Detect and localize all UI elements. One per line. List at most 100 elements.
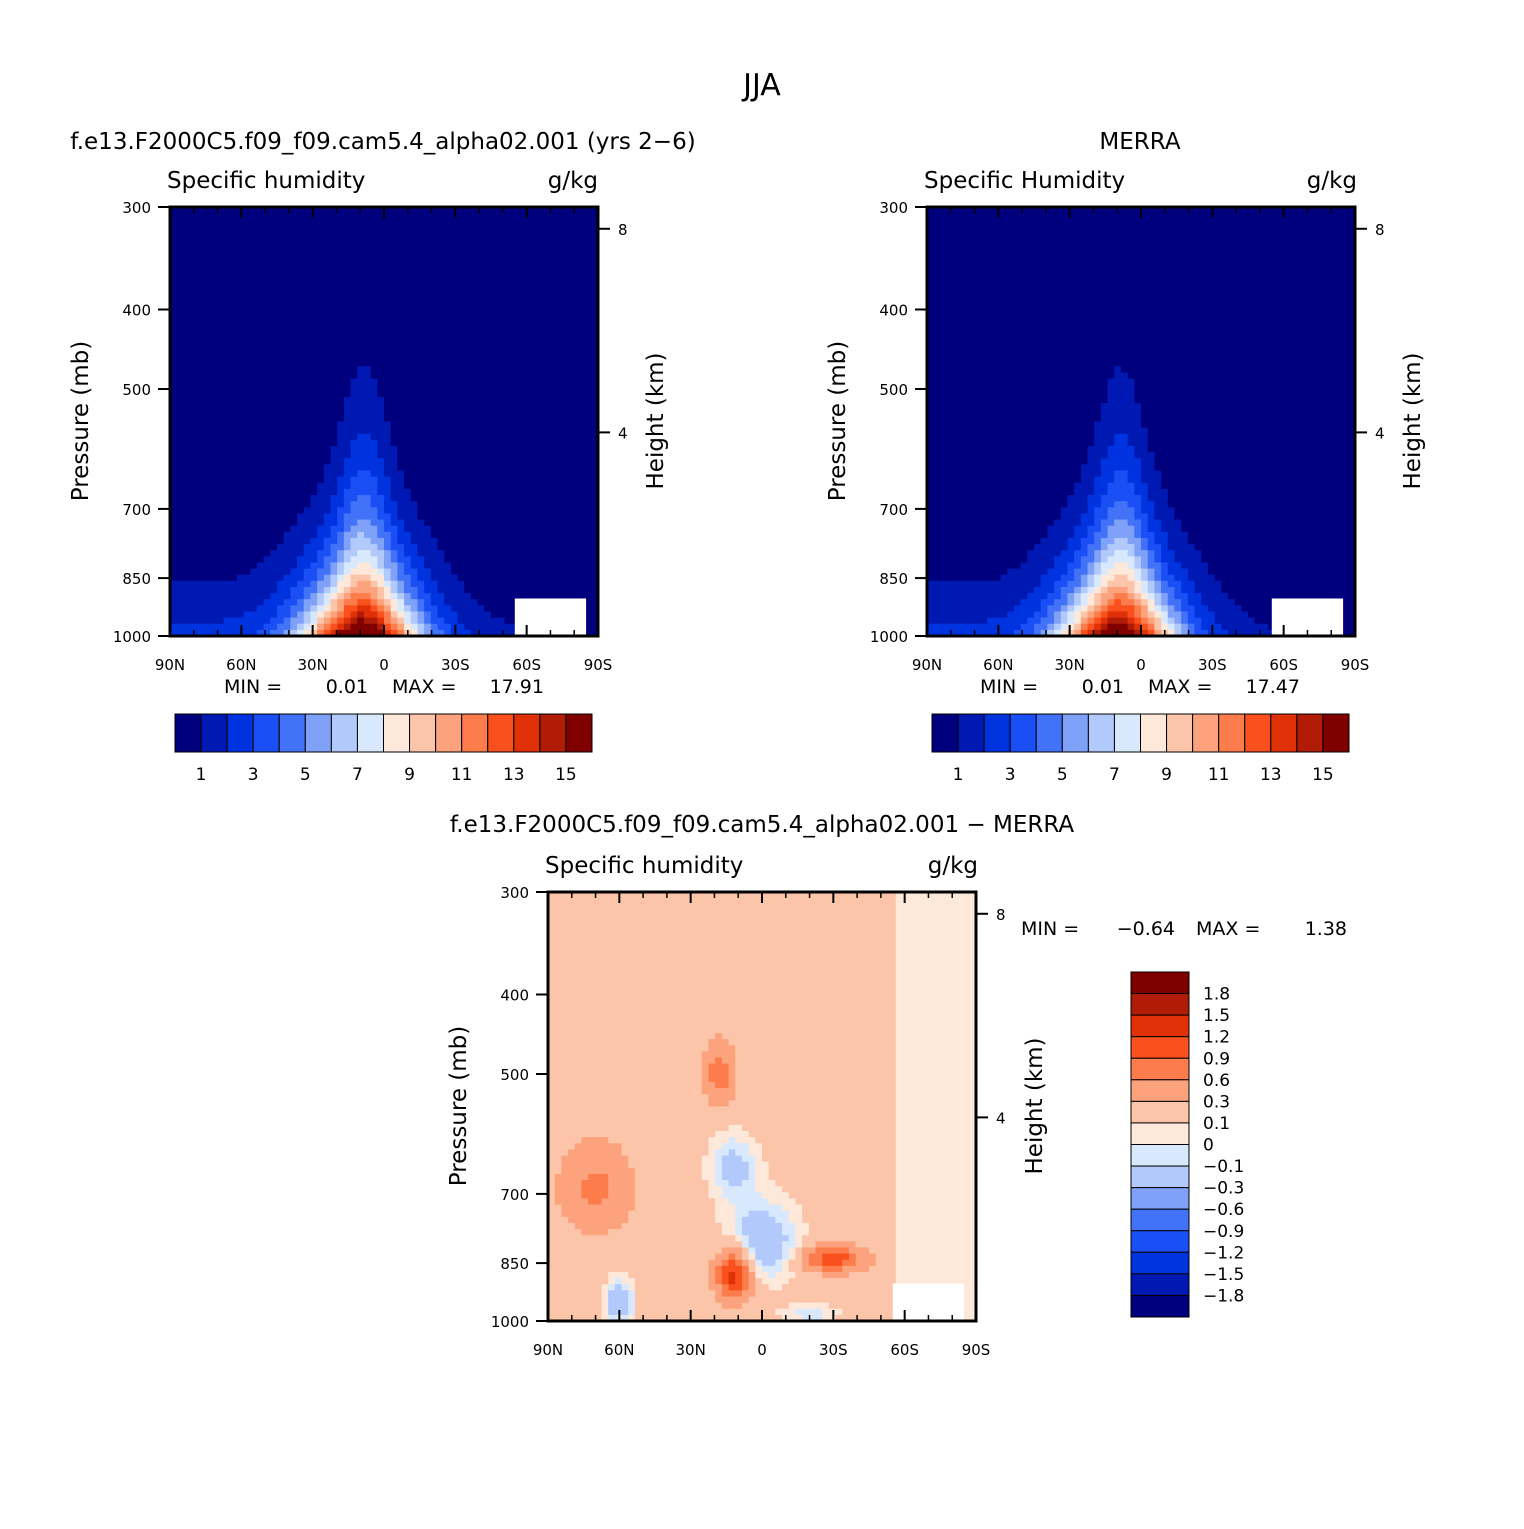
field-cell [424,605,431,612]
field-cell [177,409,184,416]
field-cell [571,311,578,318]
field-cell [538,409,545,416]
field-cell [471,446,478,453]
field-cell [397,293,404,300]
field-cell [484,593,491,600]
field-cell [357,587,364,594]
field-cell [277,385,284,392]
field-cell [571,274,578,281]
field-cell [458,526,465,533]
field-cell [183,293,190,300]
field-cell [371,587,378,594]
field-cell [491,489,498,496]
field-cell [210,428,217,435]
field-cell [257,446,264,453]
field-cell [578,244,585,251]
field-cell [290,593,297,600]
field-cell [297,422,304,429]
field-cell [391,562,398,569]
field-cell [237,599,244,606]
field-cell [310,415,317,422]
field-cell [524,219,531,226]
field-cell [371,562,378,569]
field-cell [290,587,297,594]
field-cell [290,299,297,306]
field-cell [230,391,237,398]
field-cell [411,526,418,533]
field-cell [257,599,264,606]
field-cell [177,550,184,557]
field-cell [511,532,518,539]
field-cell [1001,232,1008,239]
field-cell [565,446,572,453]
field-cell [504,593,511,600]
field-cell [284,299,291,306]
field-cell [210,618,217,625]
field-cell [558,550,565,557]
field-cell [250,458,257,465]
field-cell [585,281,592,288]
field-cell [384,385,391,392]
field-cell [491,422,498,429]
field-cell [444,366,451,373]
field-cell [571,532,578,539]
field-cell [264,599,271,606]
field-cell [478,225,485,232]
field-cell [1034,238,1041,245]
field-cell [1041,232,1048,239]
field-cell [585,569,592,576]
field-cell [524,422,531,429]
field-cell [337,569,344,576]
field-cell [277,354,284,361]
field-cell [551,225,558,232]
field-cell [397,569,404,576]
field-cell [304,391,311,398]
field-cell [250,587,257,594]
field-cell [377,464,384,471]
field-cell [1101,244,1108,251]
field-cell [217,262,224,269]
field-cell [210,232,217,239]
field-cell [337,587,344,594]
field-cell [484,495,491,502]
field-cell [217,458,224,465]
field-cell [531,550,538,557]
field-cell [270,618,277,625]
field-cell [290,464,297,471]
field-cell [224,299,231,306]
field-cell [478,440,485,447]
field-cell [284,256,291,263]
field-cell [217,501,224,508]
field-cell [310,569,317,576]
field-cell [538,495,545,502]
field-cell [565,507,572,514]
field-cell [545,232,552,239]
field-cell [337,624,344,631]
field-cell [404,281,411,288]
field-cell [451,556,458,563]
field-cell [377,274,384,281]
field-cell [464,611,471,618]
field-cell [417,262,424,269]
field-cell [404,440,411,447]
field-cell [1061,225,1068,232]
field-cell [190,287,197,294]
field-cell [478,593,485,600]
field-cell [524,342,531,349]
field-cell [438,605,445,612]
field-cell [471,232,478,239]
field-cell [371,336,378,343]
field-cell [250,262,257,269]
field-cell [491,281,498,288]
field-cell [177,556,184,563]
field-cell [250,605,257,612]
field-cell [250,428,257,435]
field-cell [391,507,398,514]
field-cell [518,348,525,355]
field-cell [558,520,565,527]
field-cell [317,385,324,392]
field-cell [1281,219,1288,226]
field-cell [417,434,424,441]
field-cell [417,323,424,330]
field-cell [290,569,297,576]
